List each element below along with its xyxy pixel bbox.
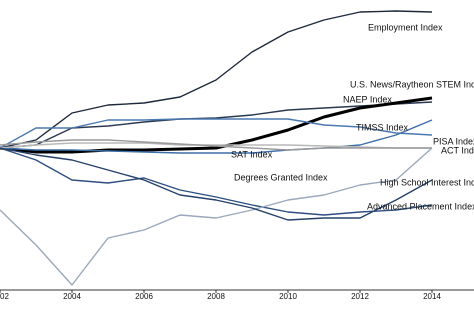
series-label: U.S. News/Raytheon STEM Index <box>350 79 474 89</box>
series-line <box>0 118 433 149</box>
x-tick-label: 2002 <box>0 292 9 301</box>
series-line <box>0 147 433 286</box>
series-label: High School Interest Index <box>380 177 474 187</box>
series-line <box>0 147 433 221</box>
series-label: Advanced Placement Index <box>367 201 474 211</box>
series-label: SAT Index <box>231 149 273 159</box>
series-line <box>0 139 432 151</box>
series-label: Degrees Granted Index <box>234 172 328 182</box>
series-label: NAEP Index <box>343 94 392 104</box>
x-tick-label: 2012 <box>351 292 369 301</box>
series-line <box>0 119 433 154</box>
series-line <box>0 10 433 149</box>
x-tick-label: 2014 <box>423 292 441 301</box>
series-line <box>0 147 433 216</box>
series-label: PISA Index <box>433 136 474 146</box>
x-tick-label: 2010 <box>279 292 297 301</box>
series-label: ACT Index <box>441 145 474 155</box>
x-tick-label: 2006 <box>135 292 153 301</box>
x-tick-label: 2004 <box>63 292 81 301</box>
series-label: TIMSS Index <box>356 122 409 132</box>
series-line <box>0 96 433 154</box>
x-tick-label: 2008 <box>207 292 225 301</box>
series-line <box>0 142 432 149</box>
series-label: Employment Index <box>368 22 443 32</box>
